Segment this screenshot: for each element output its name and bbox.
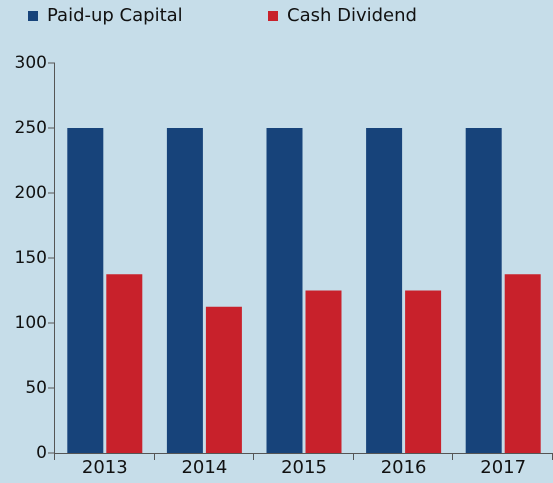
x-tick-label: 2015 bbox=[281, 457, 327, 478]
x-tick-label: 2017 bbox=[480, 457, 526, 478]
y-tick-label: 100 bbox=[15, 313, 47, 333]
bar bbox=[67, 128, 104, 453]
bar bbox=[166, 128, 203, 453]
y-tick-label: 200 bbox=[15, 183, 47, 203]
legend-label: Paid-up Capital bbox=[47, 5, 183, 26]
y-tick-label: 50 bbox=[25, 378, 47, 398]
x-tick-label: 2016 bbox=[381, 457, 427, 478]
y-tick-label: 0 bbox=[36, 443, 47, 463]
bar bbox=[465, 128, 502, 453]
x-tick-label: 2013 bbox=[82, 457, 128, 478]
bar bbox=[366, 128, 403, 453]
legend-swatch bbox=[28, 11, 38, 21]
y-tick-label: 150 bbox=[15, 248, 47, 268]
bar bbox=[504, 274, 541, 453]
y-tick-label: 300 bbox=[15, 53, 47, 73]
legend-label: Cash Dividend bbox=[287, 5, 417, 26]
bar bbox=[106, 274, 143, 453]
bar bbox=[405, 290, 442, 453]
bar bbox=[305, 290, 342, 453]
x-tick-label: 2014 bbox=[181, 457, 227, 478]
bar bbox=[205, 306, 242, 453]
y-tick-label: 250 bbox=[15, 118, 47, 138]
legend-swatch bbox=[268, 11, 278, 21]
bar bbox=[266, 128, 303, 453]
